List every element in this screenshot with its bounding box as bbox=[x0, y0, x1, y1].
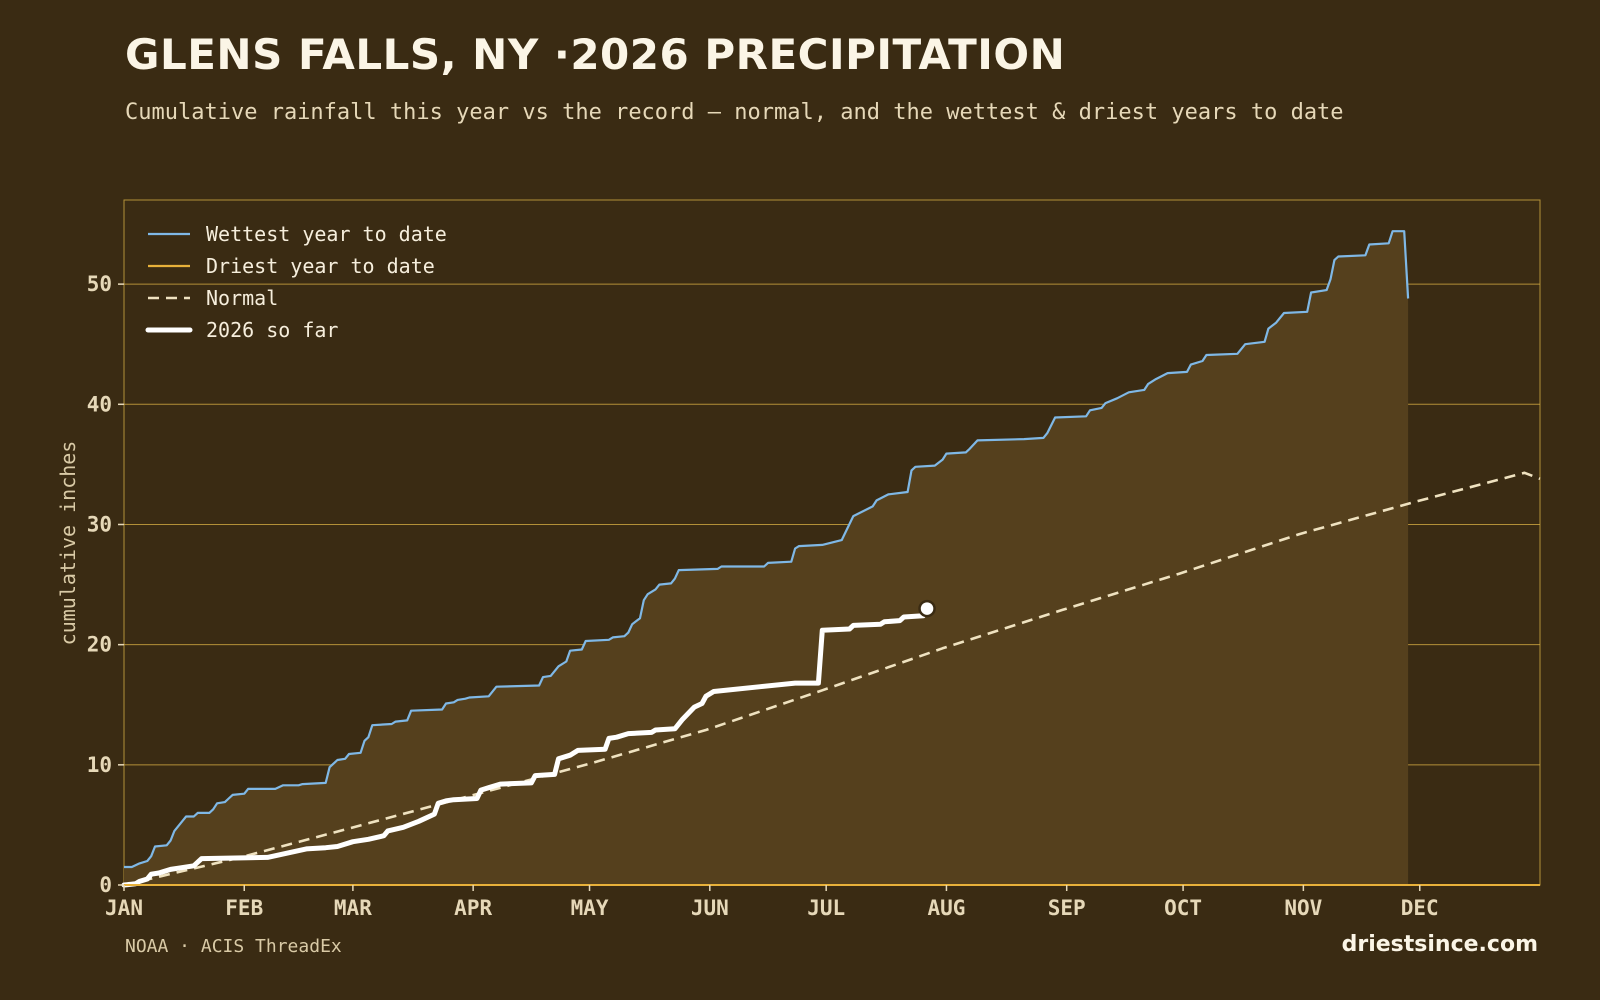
page-subtitle: Cumulative rainfall this year vs the rec… bbox=[125, 100, 1344, 125]
axes: JAN FEB MAR APR MAY JUN JUL AUG SEP OCT NOV DEC 0 10 2… bbox=[56, 272, 1540, 920]
legend-label: Normal bbox=[206, 286, 278, 310]
y-tick-label: 10 bbox=[87, 753, 112, 777]
x-tick-label: APR bbox=[454, 896, 492, 920]
brand-link[interactable]: driestsince.com bbox=[1341, 932, 1538, 957]
x-tick-label: MAY bbox=[571, 896, 609, 920]
legend: Wettest year to date Driest year to date N… bbox=[145, 222, 447, 342]
x-tick-label: JUL bbox=[807, 896, 845, 920]
data-source: NOAA · ACIS ThreadEx bbox=[125, 936, 342, 957]
x-tick-label: OCT bbox=[1164, 896, 1202, 920]
series-line-2026-so-far bbox=[121, 613, 926, 888]
series-line-normal bbox=[123, 471, 1541, 887]
legend-label: Driest year to date bbox=[206, 254, 435, 278]
x-tick-label: JUN bbox=[691, 896, 729, 920]
record-band bbox=[124, 231, 1540, 885]
y-tick-label: 40 bbox=[87, 392, 112, 416]
y-tick-label: 30 bbox=[87, 512, 112, 536]
x-tick-label: JAN bbox=[105, 896, 143, 920]
y-axis-label: cumulative inches bbox=[56, 441, 80, 646]
current-value-marker bbox=[918, 599, 936, 618]
y-tick-label: 20 bbox=[87, 633, 112, 657]
series-line-wettest-year-to-date bbox=[124, 230, 1410, 869]
x-tick-label: AUG bbox=[927, 896, 965, 920]
legend-label: Wettest year to date bbox=[206, 222, 447, 246]
page-title: GLENS FALLS, NY ·2026 PRECIPITATION bbox=[125, 30, 1066, 79]
record-band-fill bbox=[124, 231, 1540, 885]
x-tick-label: SEP bbox=[1048, 896, 1086, 920]
x-tick-label: MAR bbox=[334, 896, 372, 920]
y-tick-label: 50 bbox=[87, 272, 112, 296]
legend-label: 2026 so far bbox=[206, 318, 338, 342]
x-tick-label: DEC bbox=[1401, 896, 1439, 920]
y-tick-label: 0 bbox=[99, 873, 112, 897]
x-tick-label: NOV bbox=[1284, 896, 1322, 920]
x-tick-label: FEB bbox=[225, 896, 263, 920]
